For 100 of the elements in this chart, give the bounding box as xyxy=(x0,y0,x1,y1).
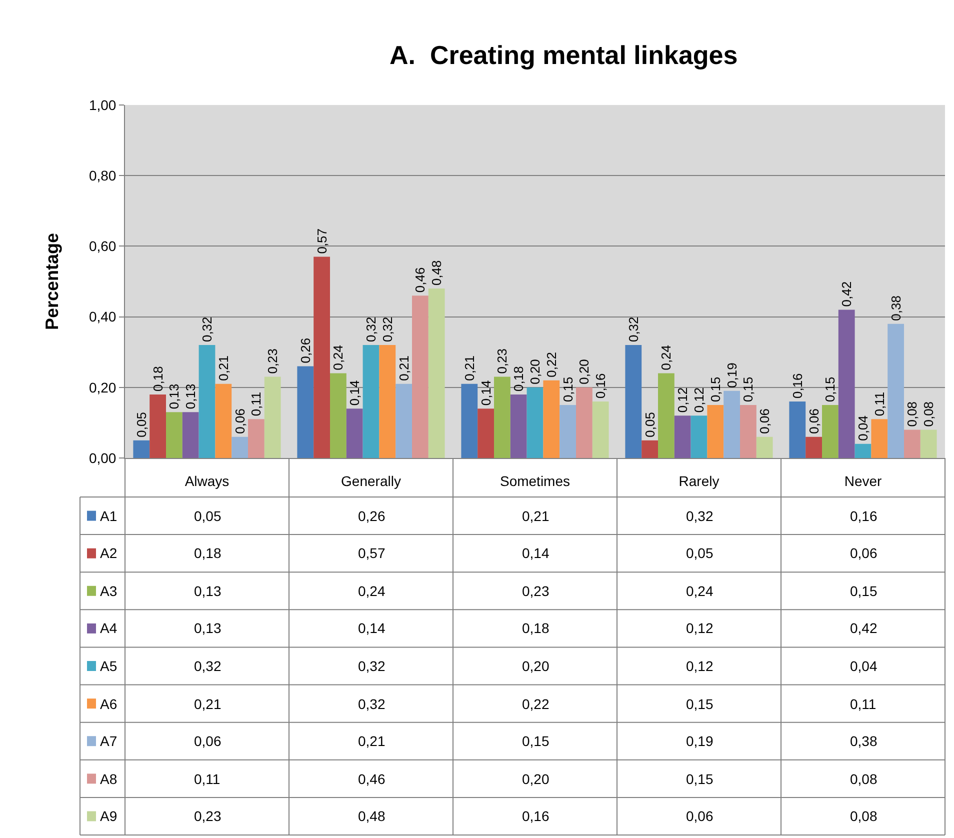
data-label: 0,12 xyxy=(686,620,714,636)
bar xyxy=(707,405,724,458)
x-tick-label: Sometimes xyxy=(500,472,570,489)
data-label: 0,12 xyxy=(686,658,714,674)
bar xyxy=(396,384,412,458)
data-label: 0,57 xyxy=(358,545,386,561)
text: 0,57 xyxy=(314,228,330,254)
bar xyxy=(904,430,920,458)
bar xyxy=(510,394,527,458)
text: 0,15 xyxy=(708,376,723,402)
text: 0,14 xyxy=(478,380,494,406)
data-label: 0,15 xyxy=(850,583,878,599)
text: 0,20 xyxy=(576,359,592,384)
data-label: 0,13 xyxy=(194,620,222,636)
bar xyxy=(248,419,264,458)
text: 0,23 xyxy=(265,348,280,374)
bar xyxy=(526,387,544,458)
data-label: 0,21 xyxy=(522,508,550,524)
y-tick-label: 0,60 xyxy=(88,238,116,254)
bar xyxy=(412,296,428,458)
text: 0,18 xyxy=(150,366,166,392)
data-label: 0,20 xyxy=(522,771,550,787)
text: 0,21 xyxy=(216,356,231,381)
text: 0,12 xyxy=(675,387,690,413)
bar xyxy=(297,366,314,458)
text: 0,16 xyxy=(790,373,805,399)
text: 0,38 xyxy=(888,296,904,321)
text: 0,24 xyxy=(330,344,346,370)
data-label: 0,48 xyxy=(358,808,386,824)
text: 0,15 xyxy=(740,376,756,402)
legend-label: A8 xyxy=(100,771,118,787)
data-label: 0,46 xyxy=(358,771,386,787)
y-tick-label: 1,00 xyxy=(88,96,116,113)
bar xyxy=(362,345,380,458)
data-label: 0,32 xyxy=(194,658,222,674)
data-label: 0,21 xyxy=(194,696,222,712)
bar xyxy=(658,373,674,458)
data-label: 0,42 xyxy=(850,620,878,636)
bar xyxy=(871,419,888,458)
y-tick-label: 0,40 xyxy=(88,308,116,325)
legend-label: A6 xyxy=(100,696,118,712)
legend-label: A2 xyxy=(100,545,118,561)
bar xyxy=(756,436,773,458)
data-label: 0,13 xyxy=(194,583,222,599)
bar xyxy=(920,430,937,458)
y-tick-label: 0,80 xyxy=(88,168,116,184)
bar xyxy=(461,384,478,458)
bar xyxy=(854,444,872,458)
bar xyxy=(478,408,494,458)
text: 0,21 xyxy=(462,356,477,381)
bar xyxy=(182,412,199,458)
x-tick-label: Never xyxy=(844,472,882,489)
data-label: 0,08 xyxy=(850,771,878,787)
data-label: 0,06 xyxy=(850,545,878,561)
bar xyxy=(560,405,576,458)
data-label: 0,15 xyxy=(522,733,550,749)
data-label: 0,11 xyxy=(194,771,220,787)
text: 0,15 xyxy=(822,376,838,402)
text: 0,13 xyxy=(166,384,182,410)
data-label: 0,04 xyxy=(850,658,878,674)
bar xyxy=(690,416,708,458)
bar xyxy=(215,384,232,458)
bar xyxy=(625,345,642,458)
text: 0,05 xyxy=(134,412,149,438)
bar xyxy=(379,345,396,458)
bar xyxy=(806,436,822,458)
data-label: 0,24 xyxy=(358,583,386,599)
bar xyxy=(576,387,592,458)
bar xyxy=(264,376,281,458)
text: 0,14 xyxy=(347,380,362,406)
legend-label: A5 xyxy=(100,658,118,674)
data-label: 0,16 xyxy=(850,508,878,524)
data-label: 0,38 xyxy=(850,733,878,749)
x-tick-label: Rarely xyxy=(678,472,720,489)
data-label: 0,22 xyxy=(522,696,550,712)
text: 0,11 xyxy=(248,392,264,416)
legend-label: A7 xyxy=(100,733,118,749)
bar xyxy=(674,416,691,458)
text: 0,32 xyxy=(380,316,395,342)
text: 0,05 xyxy=(642,412,658,438)
data-label: 0,05 xyxy=(194,508,222,524)
bar xyxy=(888,324,904,458)
x-tick-label: Generally xyxy=(341,472,401,489)
bar xyxy=(346,408,363,458)
legend-label: A1 xyxy=(100,508,118,524)
text: 0,22 xyxy=(544,352,559,378)
data-label: 0,20 xyxy=(522,658,550,674)
text: 0,48 xyxy=(429,260,444,286)
data-label: 0,21 xyxy=(358,733,386,749)
bar xyxy=(822,405,838,458)
data-label: 0,06 xyxy=(686,808,714,824)
text: 0,08 xyxy=(904,401,920,427)
data-label: 0,11 xyxy=(850,696,876,712)
text: 0,08 xyxy=(921,401,936,427)
data-label: 0,26 xyxy=(358,508,386,524)
chart-title: A. Creating mental linkages xyxy=(390,40,738,70)
data-label: 0,14 xyxy=(522,545,550,561)
text: 0,11 xyxy=(872,392,887,416)
legend-label: A4 xyxy=(100,620,118,636)
data-label: 0,05 xyxy=(686,545,714,561)
